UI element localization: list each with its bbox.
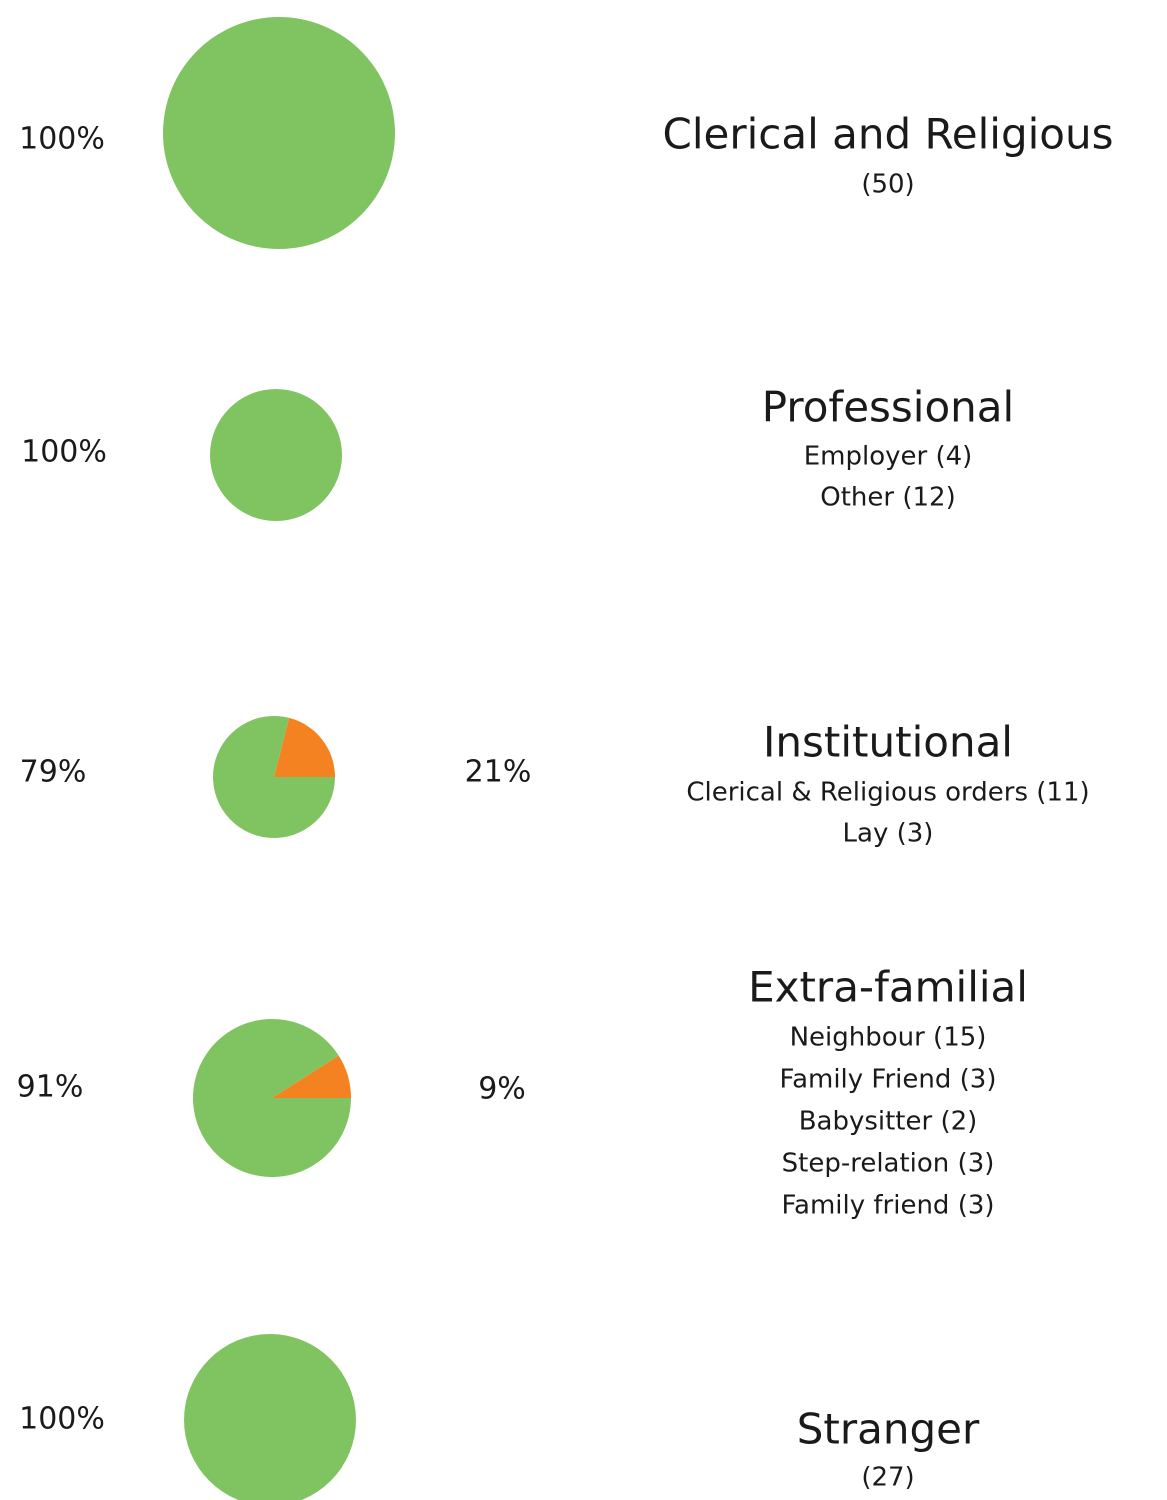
annotation: Clerical & Religious orders (11) xyxy=(686,778,1089,808)
pie-slice xyxy=(163,17,395,249)
pie-slice xyxy=(272,1055,351,1098)
annotation: Step-relation (3) xyxy=(782,1149,995,1179)
pie-title: Institutional xyxy=(763,718,1013,767)
value-label: 100% xyxy=(21,435,107,470)
annotation: Lay (3) xyxy=(843,819,934,849)
annotation: Other (12) xyxy=(820,483,955,513)
annotation: Babysitter (2) xyxy=(799,1107,978,1137)
value-label: 79% xyxy=(20,755,87,790)
pie-slice xyxy=(184,1334,356,1500)
value-label: 9% xyxy=(478,1072,526,1107)
annotation: Employer (4) xyxy=(804,442,973,472)
value-label: 100% xyxy=(19,122,105,157)
annotation: Family friend (3) xyxy=(781,1191,994,1221)
value-label: 21% xyxy=(465,755,532,790)
pie-slice xyxy=(274,717,335,777)
pie-title: Stranger xyxy=(797,1405,980,1454)
annotation: Family Friend (3) xyxy=(780,1065,997,1095)
pie-title: Clerical and Religious xyxy=(663,110,1114,159)
pie-slice xyxy=(210,389,342,521)
annotation: Neighbour (15) xyxy=(790,1023,987,1053)
pie-title: Professional xyxy=(762,383,1014,432)
annotation: (27) xyxy=(861,1463,914,1493)
value-label: 91% xyxy=(17,1070,84,1105)
value-label: 100% xyxy=(19,1402,105,1437)
annotation: (50) xyxy=(861,170,914,200)
pie-title: Extra-familial xyxy=(748,963,1028,1012)
